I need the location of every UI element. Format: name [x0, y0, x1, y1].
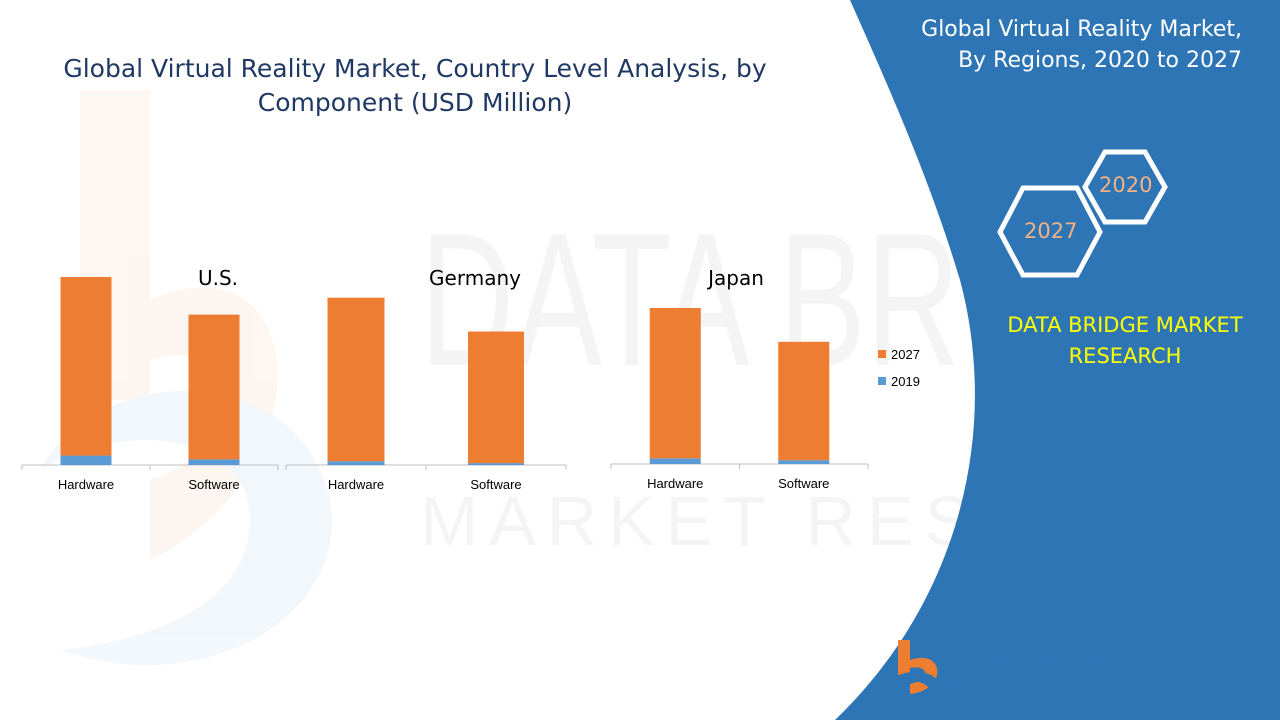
- category-label: Software: [188, 477, 239, 492]
- bar-2027: [60, 277, 112, 456]
- logo-subtitle: MARKET RESEARCH: [954, 676, 1094, 685]
- data-bridge-logo-icon: [885, 640, 943, 710]
- hex-year-2020: 2020: [1099, 173, 1153, 197]
- brand-label-line1: DATA BRIDGE MARKET: [1007, 313, 1243, 337]
- brand-label-line2: RESEARCH: [1068, 344, 1182, 368]
- side-panel-title-line1: Global Virtual Reality Market,: [921, 17, 1242, 42]
- bar-2027: [468, 331, 524, 464]
- chart-panel-title: Japan: [706, 266, 764, 290]
- category-label: Hardware: [328, 477, 384, 492]
- side-panel-title: Global Virtual Reality Market, By Region…: [882, 14, 1242, 76]
- bar-2027: [649, 307, 701, 459]
- brand-label: DATA BRIDGE MARKET RESEARCH: [980, 310, 1270, 372]
- category-label: Hardware: [647, 476, 703, 491]
- bar-2019: [60, 455, 112, 465]
- side-panel-background: [835, 0, 1280, 720]
- legend-label: 2019: [891, 374, 920, 389]
- chart-panel-title: U.S.: [198, 266, 238, 290]
- legend-swatch: [878, 350, 886, 358]
- bar-2019: [188, 459, 240, 465]
- category-label: Software: [470, 477, 521, 492]
- bar-2019: [468, 463, 524, 465]
- logo-name: DATA BRIDGE: [952, 648, 1108, 673]
- legend-label: 2027: [891, 347, 920, 362]
- category-label: Software: [778, 476, 829, 491]
- side-panel-title-line2: By Regions, 2020 to 2027: [958, 48, 1242, 73]
- hexagon-icon: [997, 185, 1103, 278]
- bar-2019: [327, 461, 385, 465]
- bar-2019: [649, 458, 701, 464]
- bar-2027: [188, 314, 240, 460]
- legend-swatch: [878, 377, 886, 385]
- hexagon-icon: [1082, 149, 1168, 225]
- bar-2027: [778, 341, 830, 461]
- hex-year-2027: 2027: [1024, 219, 1078, 243]
- chart-panel-title: Germany: [429, 266, 521, 290]
- chart-title: Global Virtual Reality Market, Country L…: [63, 54, 767, 117]
- bar-2019: [778, 460, 830, 464]
- bar-2027: [327, 297, 385, 462]
- category-label: Hardware: [58, 477, 114, 492]
